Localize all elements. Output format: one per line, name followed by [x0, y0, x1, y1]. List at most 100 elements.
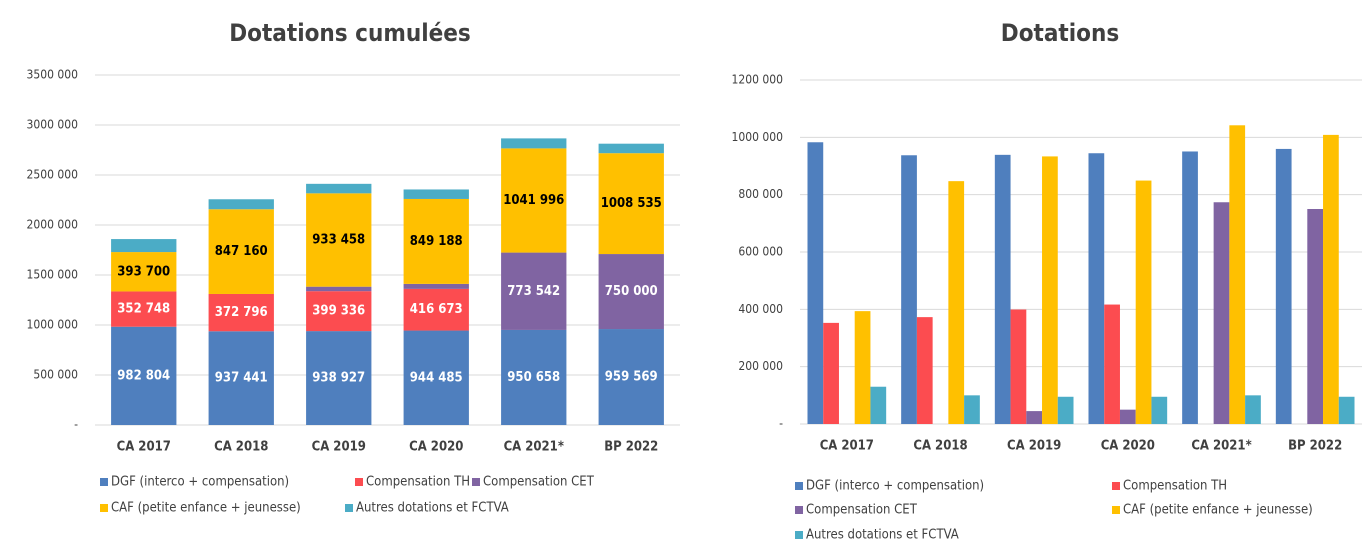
legend-swatch: [100, 504, 108, 512]
bar: [1010, 309, 1027, 424]
y-tick-label: -: [779, 417, 783, 431]
data-label: 950 658: [507, 370, 560, 385]
y-tick-label: 400 000: [738, 302, 783, 316]
legend-label: Compensation CET: [483, 475, 595, 490]
data-label: 750 000: [605, 284, 658, 299]
legend-label: CAF (petite enfance + jeunesse): [1123, 503, 1313, 518]
bar: [1245, 395, 1261, 424]
data-label: 937 441: [215, 371, 268, 386]
legend-swatch: [1112, 482, 1120, 490]
data-label: 944 485: [410, 370, 463, 385]
bar: [1088, 153, 1105, 425]
bar: [1151, 396, 1168, 424]
bar: [1057, 396, 1074, 424]
data-label: 849 188: [410, 234, 463, 249]
bar: [964, 395, 980, 424]
data-label: 1041 996: [503, 193, 564, 208]
x-tick-label: CA 2020: [409, 440, 463, 455]
bar: [1229, 125, 1246, 424]
legend-swatch: [472, 478, 480, 486]
bar: [901, 155, 917, 424]
x-tick-label: CA 2017: [820, 439, 874, 454]
y-tick-label: 600 000: [738, 245, 783, 259]
x-tick-label: CA 2019: [1007, 439, 1061, 454]
bar: [807, 142, 824, 424]
bar-segment: [111, 326, 177, 425]
data-label: 416 673: [410, 302, 463, 317]
y-tick-label: 3500 000: [27, 68, 79, 82]
bar-segment: [598, 329, 664, 425]
bar-segment: [598, 254, 664, 330]
y-tick-label: 500 000: [33, 368, 78, 382]
y-tick-label: -: [74, 418, 78, 432]
bar-segment: [403, 189, 469, 199]
legend-label: Compensation CET: [806, 503, 918, 518]
data-label: 982 804: [117, 368, 170, 383]
y-tick-label: 3000 000: [27, 118, 79, 132]
data-label: 352 748: [117, 302, 170, 317]
bar: [1135, 180, 1152, 424]
bar: [1275, 148, 1292, 424]
bar: [994, 154, 1011, 424]
legend-swatch: [345, 504, 353, 512]
y-tick-label: 2500 000: [27, 168, 79, 182]
bar-segment: [501, 252, 567, 330]
bar: [1042, 156, 1058, 425]
bar-segment: [403, 288, 469, 331]
bar-segment: [306, 291, 372, 332]
x-tick-label: CA 2019: [312, 440, 366, 455]
legend-label: Compensation TH: [366, 475, 470, 490]
bar-segment: [208, 209, 274, 294]
legend-swatch: [1112, 506, 1120, 514]
legend-swatch: [100, 478, 108, 486]
bar-segment: [403, 283, 469, 289]
bar: [916, 317, 933, 424]
bar-segment: [208, 199, 274, 210]
x-tick-label: CA 2021*: [504, 440, 564, 455]
legend-swatch: [355, 478, 363, 486]
bar-segment: [111, 252, 177, 292]
chart-title: Dotations cumulées: [229, 19, 471, 47]
legend-swatch: [795, 506, 803, 514]
bar: [1338, 396, 1355, 424]
y-tick-label: 1500 000: [27, 268, 79, 282]
bar-segment: [501, 148, 567, 253]
y-tick-label: 2000 000: [27, 218, 79, 232]
bar-segment: [501, 329, 567, 425]
bar-segment: [403, 330, 469, 425]
data-label: 938 927: [312, 371, 365, 386]
bar-segment: [208, 293, 274, 332]
data-label: 393 700: [117, 264, 170, 279]
bar: [870, 386, 887, 424]
data-label: 933 458: [312, 233, 365, 248]
bar: [854, 311, 871, 424]
legend-label: DGF (interco + compensation): [111, 475, 289, 490]
bar: [1213, 202, 1230, 424]
y-tick-label: 1000 000: [732, 130, 784, 144]
bar-segment: [111, 239, 177, 253]
data-label: 959 569: [605, 370, 658, 385]
x-tick-label: CA 2020: [1101, 439, 1155, 454]
bar-segment: [208, 331, 274, 425]
bar-segment: [501, 138, 567, 149]
bar-segment: [306, 286, 372, 292]
x-tick-label: CA 2021*: [1191, 439, 1251, 454]
chart-title: Dotations: [1001, 19, 1119, 47]
bar-segment: [306, 193, 372, 287]
bar-segment: [403, 198, 469, 284]
y-tick-label: 1000 000: [27, 318, 79, 332]
legend-label: Autres dotations et FCTVA: [806, 528, 959, 541]
bar: [948, 181, 965, 424]
x-tick-label: BP 2022: [1288, 439, 1342, 454]
bar: [1323, 134, 1339, 424]
data-label: 847 160: [215, 244, 268, 259]
bar: [1307, 209, 1324, 424]
x-tick-label: BP 2022: [604, 440, 658, 455]
y-tick-label: 800 000: [738, 187, 783, 201]
legend-swatch: [795, 531, 803, 539]
legend-label: DGF (interco + compensation): [806, 479, 984, 494]
legend-swatch: [795, 482, 803, 490]
bar: [1026, 411, 1043, 424]
x-tick-label: CA 2017: [117, 440, 171, 455]
